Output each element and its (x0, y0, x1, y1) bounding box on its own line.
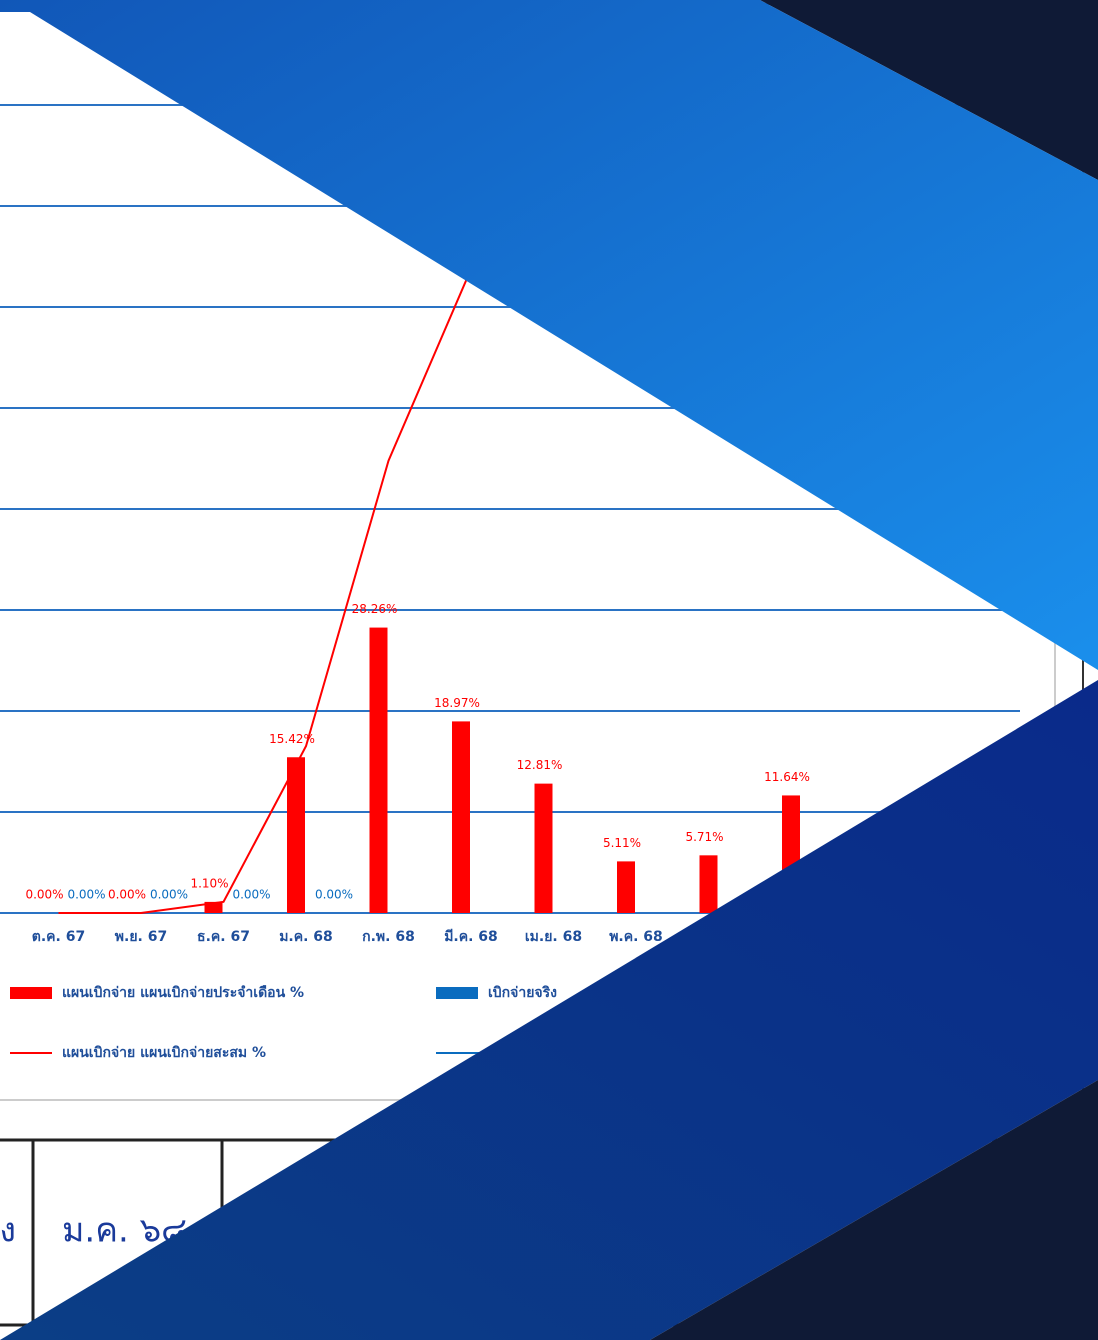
x-tick-label: เม.ย. 68 (525, 929, 582, 945)
bar (534, 783, 553, 913)
data-label: 1.10% (190, 876, 228, 890)
bar (452, 721, 470, 913)
overlay-band (0, 0, 1098, 670)
legend-label: เบิกจ่ายจริง (488, 985, 557, 1001)
data-label: 18.97% (434, 696, 480, 710)
data-label: 0.00% (315, 888, 353, 902)
legend-swatch (10, 987, 52, 999)
table-cell: ง (0, 1211, 16, 1251)
overlay-dark (650, 1080, 1098, 1340)
legend-swatch (436, 987, 478, 999)
data-label: 5.11% (603, 836, 641, 850)
data-label: 0.00% (108, 888, 146, 902)
data-label: 5.71% (685, 830, 723, 844)
data-label: 28.26% (352, 602, 398, 616)
bar (699, 855, 718, 913)
x-tick-label: ต.ค. 67 (32, 929, 85, 945)
data-label: 12.81% (517, 758, 563, 772)
data-label: 0.00% (232, 888, 270, 902)
x-tick-label: มี.ค. 68 (444, 929, 498, 945)
data-label: 0.00% (67, 888, 105, 902)
bar (369, 627, 388, 913)
x-tick-label: พ.ย. 67 (115, 929, 167, 945)
bar (617, 861, 635, 913)
data-label: 11.64% (764, 770, 810, 784)
data-label: 15.42% (269, 732, 315, 746)
bar (204, 901, 223, 913)
x-tick-label: พ.ค. 68 (609, 929, 663, 945)
legend-label: แผนเบิกจ่าย แผนเบิกจ่ายประจำเดือน % (62, 985, 304, 1001)
x-tick-label: ก.พ. 68 (362, 929, 415, 945)
x-tick-label: ม.ค. 68 (279, 929, 333, 945)
bar (287, 757, 305, 913)
legend-label: แผนเบิกจ่าย แผนเบิกจ่ายสะสม % (62, 1045, 266, 1061)
data-label: 0.00% (25, 888, 63, 902)
data-label: 0.00% (150, 888, 188, 902)
x-tick-label: ธ.ค. 67 (197, 929, 250, 945)
overlay-band (0, 680, 1098, 1340)
